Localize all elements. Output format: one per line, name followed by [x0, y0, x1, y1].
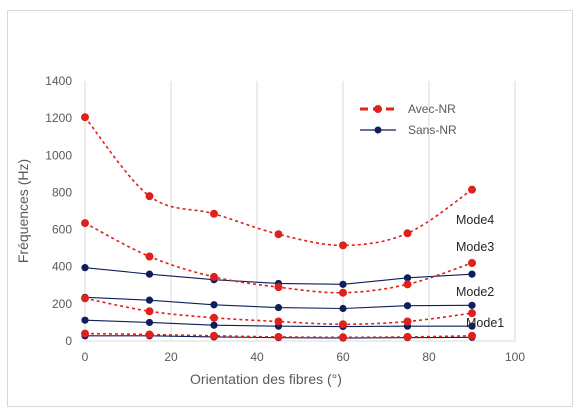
x-tick-label: 60 [336, 350, 350, 364]
annotation-mode4: Mode4 [456, 213, 494, 227]
y-tick-label: 400 [52, 260, 72, 274]
y-axis-title: Fréquences (Hz) [15, 159, 31, 263]
point-sans-nr-mode2-15 [145, 318, 154, 327]
point-avec-nr-mode2-15 [145, 307, 154, 316]
x-axis-title: Orientation des fibres (°) [190, 371, 342, 387]
point-avec-nr-mode3-30 [210, 272, 218, 281]
x-tick-label: 40 [250, 350, 264, 364]
y-tick-label: 1400 [45, 74, 72, 88]
series-layer [81, 113, 476, 342]
point-avec-nr-mode1-60 [339, 333, 347, 342]
point-sans-nr-mode4-60 [339, 280, 347, 288]
point-avec-nr-mode4-0 [81, 113, 89, 122]
point-avec-nr-mode3-0 [81, 219, 89, 228]
x-tick-label: 20 [164, 350, 178, 364]
point-avec-nr-mode1-0 [81, 329, 89, 338]
point-avec-nr-mode3-75 [403, 280, 412, 289]
x-tick-label: 0 [82, 350, 89, 364]
point-sans-nr-mode3-90 [468, 301, 476, 309]
point-avec-nr-mode4-15 [145, 192, 154, 201]
point-avec-nr-mode3-60 [339, 288, 347, 297]
x-tick-label: 100 [505, 350, 525, 364]
annotation-mode3: Mode3 [456, 240, 494, 254]
point-avec-nr-mode3-45 [274, 283, 283, 292]
legend-label-sans-nr: Sans-NR [408, 123, 457, 137]
point-sans-nr-mode3-75 [403, 302, 412, 310]
y-tick-label: 200 [52, 297, 72, 311]
series-line-avec-nr-mode4 [84, 116, 473, 247]
point-avec-nr-mode4-60 [339, 241, 347, 250]
y-tick-label: 800 [52, 185, 72, 199]
point-avec-nr-mode4-30 [210, 209, 218, 218]
point-avec-nr-mode1-75 [403, 332, 412, 341]
y-tick-label: 1000 [45, 148, 72, 162]
point-sans-nr-mode3-15 [145, 296, 154, 304]
point-avec-nr-mode2-75 [403, 317, 412, 326]
annotation-mode1: Mode1 [466, 316, 504, 330]
point-avec-nr-mode2-45 [274, 317, 283, 326]
point-sans-nr-mode4-0 [81, 264, 89, 272]
chart-frame: 0 20 40 60 80 100 0 200 400 600 800 1000 1200 1400 Or… [7, 10, 573, 407]
point-avec-nr-mode2-0 [81, 294, 89, 303]
point-avec-nr-mode4-90 [468, 185, 476, 194]
legend-marker-avec-nr [374, 105, 382, 113]
point-avec-nr-mode2-30 [210, 313, 218, 322]
point-avec-nr-mode1-90 [468, 331, 476, 340]
point-sans-nr-mode3-60 [339, 304, 347, 313]
legend-marker-sans-nr [374, 126, 382, 134]
point-avec-nr-mode3-90 [468, 259, 476, 267]
legend-label-avec-nr: Avec-NR [408, 102, 456, 116]
y-tick-label: 1200 [45, 111, 72, 125]
point-sans-nr-mode3-45 [274, 303, 283, 312]
point-sans-nr-mode4-15 [145, 270, 154, 278]
point-sans-nr-mode2-90 [468, 322, 476, 330]
point-avec-nr-mode1-15 [145, 330, 154, 339]
point-avec-nr-mode1-45 [274, 332, 283, 341]
legend: Avec-NR Sans-NR [360, 102, 457, 137]
point-sans-nr-mode2-0 [81, 316, 89, 324]
point-sans-nr-mode4-75 [403, 274, 412, 282]
x-tick-label: 80 [422, 350, 436, 364]
point-sans-nr-mode3-30 [210, 301, 218, 309]
annotation-mode2: Mode2 [456, 285, 494, 299]
point-avec-nr-mode2-90 [468, 309, 476, 318]
point-avec-nr-mode4-45 [274, 230, 283, 239]
point-sans-nr-mode4-90 [468, 270, 476, 278]
point-avec-nr-mode1-30 [210, 331, 218, 340]
y-tick-label: 600 [52, 223, 72, 237]
y-tick-label: 0 [65, 334, 72, 348]
point-avec-nr-mode3-15 [145, 252, 154, 261]
point-avec-nr-mode2-60 [339, 320, 347, 329]
point-avec-nr-mode4-75 [403, 229, 412, 238]
point-sans-nr-mode2-30 [210, 321, 218, 329]
